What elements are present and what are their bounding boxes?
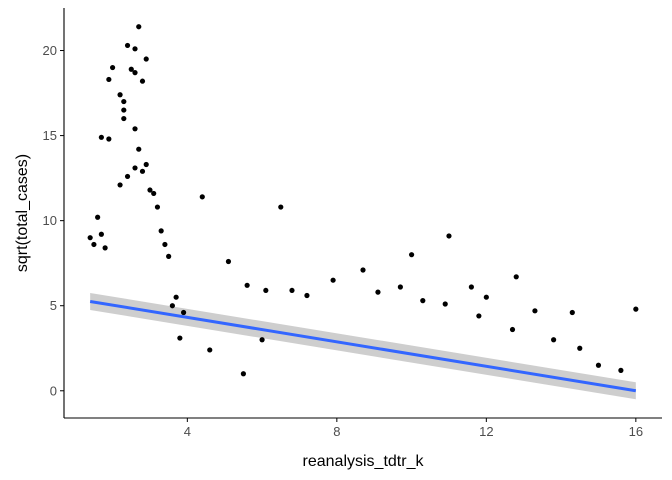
data-point bbox=[132, 165, 138, 171]
data-point bbox=[240, 371, 246, 377]
data-point bbox=[207, 347, 213, 353]
x-tick-label: 16 bbox=[629, 424, 643, 439]
data-point bbox=[289, 287, 295, 294]
data-point bbox=[95, 214, 101, 220]
data-point bbox=[121, 98, 127, 105]
data-point bbox=[244, 282, 250, 288]
y-tick-label: 0 bbox=[50, 383, 57, 398]
data-point bbox=[263, 287, 269, 294]
data-point bbox=[360, 267, 366, 273]
y-tick-label: 5 bbox=[50, 298, 57, 313]
data-point bbox=[569, 309, 575, 316]
data-point bbox=[139, 78, 146, 84]
data-point bbox=[132, 126, 138, 132]
data-point bbox=[446, 233, 452, 239]
data-point bbox=[259, 337, 265, 343]
data-point bbox=[420, 298, 426, 304]
data-point bbox=[139, 168, 146, 174]
data-point bbox=[513, 274, 519, 280]
data-point bbox=[87, 235, 93, 241]
data-point bbox=[132, 46, 138, 52]
data-point bbox=[136, 146, 142, 152]
data-point bbox=[147, 187, 153, 193]
data-point bbox=[136, 24, 142, 30]
data-point bbox=[154, 204, 161, 210]
data-point bbox=[121, 107, 127, 113]
y-tick-label: 20 bbox=[43, 43, 57, 58]
data-point bbox=[375, 289, 381, 295]
data-point bbox=[117, 182, 123, 188]
data-point bbox=[330, 277, 336, 283]
data-point bbox=[143, 161, 149, 168]
points-layer bbox=[87, 24, 639, 377]
data-point bbox=[633, 306, 639, 312]
data-point bbox=[166, 253, 172, 259]
y-axis-title: sqrt(total_cases) bbox=[14, 154, 31, 272]
data-point bbox=[132, 70, 138, 76]
data-point bbox=[181, 309, 187, 316]
data-point bbox=[91, 241, 97, 248]
data-point bbox=[173, 294, 179, 300]
data-point bbox=[143, 56, 149, 62]
data-point bbox=[468, 284, 474, 290]
data-point bbox=[98, 134, 104, 140]
data-point bbox=[532, 308, 538, 314]
trend-line-layer bbox=[89, 299, 637, 393]
data-point bbox=[509, 326, 516, 333]
data-point bbox=[177, 335, 183, 341]
x-axis-title: reanalysis_tdtr_k bbox=[303, 453, 425, 470]
data-point bbox=[128, 66, 134, 72]
y-tick-label: 15 bbox=[43, 128, 57, 143]
data-point bbox=[109, 64, 116, 71]
x-tick-label: 8 bbox=[333, 424, 340, 439]
data-point bbox=[106, 136, 112, 142]
data-point bbox=[476, 313, 482, 319]
data-point bbox=[102, 245, 108, 251]
data-point bbox=[117, 92, 123, 98]
x-tick-label: 12 bbox=[479, 424, 493, 439]
trend-line bbox=[89, 299, 637, 393]
y-tick-label: 10 bbox=[43, 213, 57, 228]
data-point bbox=[595, 362, 602, 368]
x-tick-label: 4 bbox=[184, 424, 191, 439]
ticks: 4 8 12 16 0 5 10 15 20 bbox=[43, 43, 644, 439]
data-point bbox=[106, 76, 112, 83]
data-point bbox=[483, 294, 489, 300]
data-point bbox=[162, 241, 168, 248]
data-point bbox=[199, 194, 205, 200]
data-point bbox=[121, 115, 127, 122]
data-point bbox=[618, 367, 624, 373]
data-point bbox=[442, 301, 448, 307]
data-point bbox=[551, 337, 557, 343]
data-point bbox=[98, 231, 104, 237]
data-point bbox=[225, 258, 232, 265]
data-point bbox=[124, 173, 131, 180]
data-point bbox=[169, 303, 175, 309]
data-point bbox=[408, 252, 415, 258]
data-point bbox=[158, 228, 164, 234]
data-point bbox=[577, 345, 583, 351]
axes bbox=[63, 8, 662, 419]
data-point bbox=[304, 292, 310, 299]
data-point bbox=[124, 42, 131, 49]
data-point bbox=[278, 204, 284, 210]
data-point bbox=[151, 190, 157, 197]
data-point bbox=[397, 284, 403, 290]
